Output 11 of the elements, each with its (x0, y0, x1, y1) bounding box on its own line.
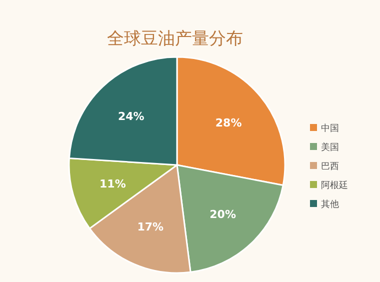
legend-label: 美国 (321, 142, 339, 153)
data-label: 11% (100, 178, 126, 191)
legend-label: 巴西 (321, 162, 339, 172)
data-label: 17% (137, 220, 164, 234)
legend-label: 中国 (321, 123, 339, 134)
data-label: 28% (215, 116, 242, 130)
chart-title: 全球豆油产量分布 (107, 29, 243, 49)
data-label: 24% (118, 110, 144, 124)
legend-label: 阿根廷 (321, 180, 348, 191)
data-label: 20% (210, 208, 236, 221)
legend-label: 其他 (321, 199, 339, 210)
